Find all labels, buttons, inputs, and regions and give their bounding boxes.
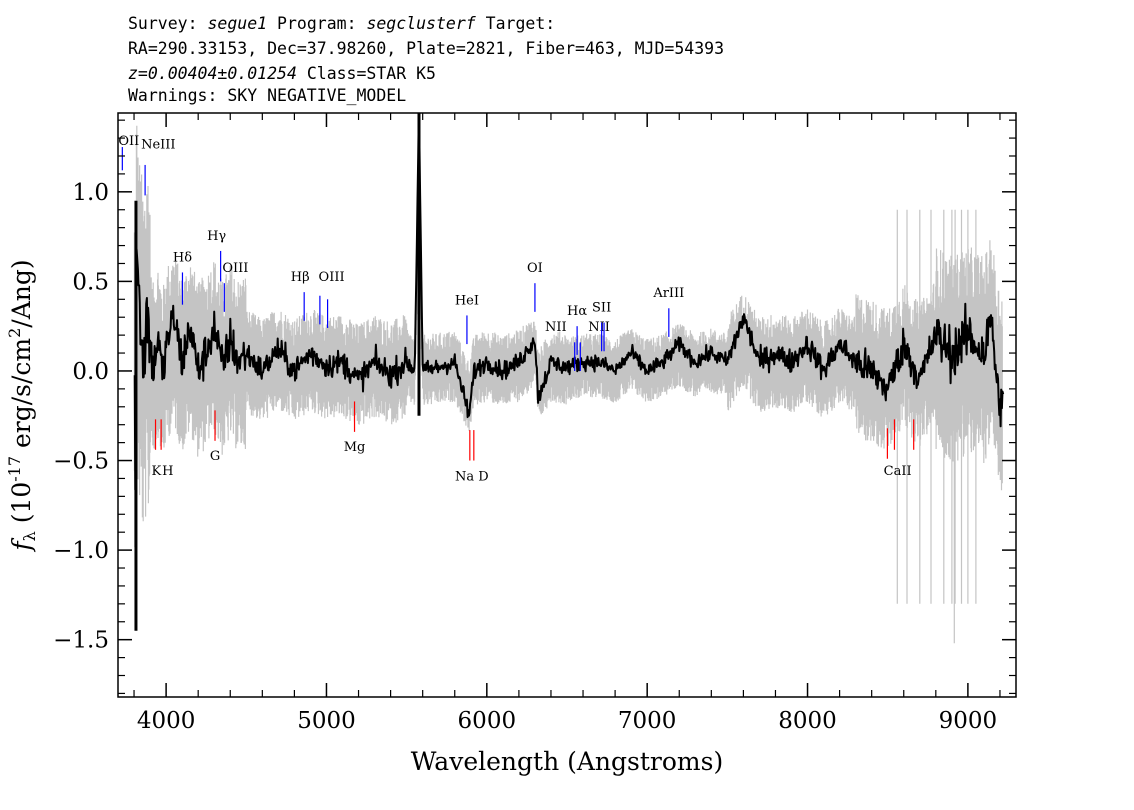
emission-label-9: OI bbox=[527, 261, 543, 276]
emission-label-2: Hδ bbox=[173, 250, 192, 265]
y-tick-label: −1.0 bbox=[53, 538, 109, 564]
emission-label-12: NII bbox=[588, 320, 610, 335]
spectrum-header: Survey: segue1 Program: segclusterf Targ… bbox=[128, 14, 724, 105]
emission-label-4: OIII bbox=[222, 261, 248, 276]
plot-frame bbox=[117, 112, 1017, 698]
y-axis-label: fλ (10-17 erg/s/cm2/Ang) bbox=[5, 259, 39, 552]
emission-label-8: HeI bbox=[455, 293, 479, 308]
x-tick-label: 8000 bbox=[778, 708, 837, 734]
x-tick-label: 9000 bbox=[939, 708, 998, 734]
header-line-2: RA=290.33153, Dec=37.98260, Plate=2821, … bbox=[128, 39, 724, 58]
absorption-label-2: G bbox=[210, 449, 220, 464]
y-tick-label: 0.0 bbox=[72, 359, 109, 385]
absorption-label-1: H bbox=[162, 464, 173, 479]
y-tick-label: 0.5 bbox=[72, 269, 109, 295]
header-line-1: Survey: segue1 Program: segclusterf Targ… bbox=[128, 14, 555, 33]
header-line-4: Warnings: SKY NEGATIVE_MODEL bbox=[128, 86, 406, 105]
flux-series bbox=[133, 113, 1005, 631]
y-tick-label: −0.5 bbox=[53, 449, 109, 475]
emission-label-7: OIII bbox=[319, 270, 345, 285]
absorption-label-6: CaII bbox=[884, 464, 912, 479]
flux-line bbox=[133, 113, 1005, 491]
emission-label-10: NII bbox=[545, 320, 567, 335]
emission-label-15: ArIII bbox=[652, 286, 684, 301]
y-tick-label: 1.0 bbox=[72, 180, 109, 206]
emission-label-0: OII bbox=[118, 134, 139, 149]
absorption-label-0: K bbox=[152, 464, 162, 479]
axis-ticks: 4000 5000 6000 7000 8000 9000 −1.5 −1.0 −0.5 0.0 0… bbox=[53, 113, 1016, 734]
emission-label-13: SII bbox=[592, 300, 611, 315]
emission-label-1: NeIII bbox=[141, 137, 175, 152]
x-tick-label: 6000 bbox=[458, 708, 517, 734]
x-tick-label: 5000 bbox=[297, 708, 356, 734]
absorption-label-3: Mg bbox=[344, 440, 366, 455]
x-tick-label: 7000 bbox=[618, 708, 677, 734]
x-tick-label: 4000 bbox=[137, 708, 196, 734]
error-band bbox=[133, 125, 1003, 644]
y-tick-label: −1.5 bbox=[53, 628, 109, 654]
emission-label-3: Hγ bbox=[207, 229, 226, 244]
absorption-label-4: Na D bbox=[455, 470, 489, 485]
error-band-path bbox=[133, 125, 1003, 644]
emission-label-11: Hα bbox=[567, 304, 587, 319]
emission-label-5: Hβ bbox=[291, 270, 310, 285]
x-axis-label: Wavelength (Angstroms) bbox=[411, 747, 723, 776]
header-line-3: z=0.00404±0.01254 Class=STAR K5 bbox=[128, 64, 436, 83]
